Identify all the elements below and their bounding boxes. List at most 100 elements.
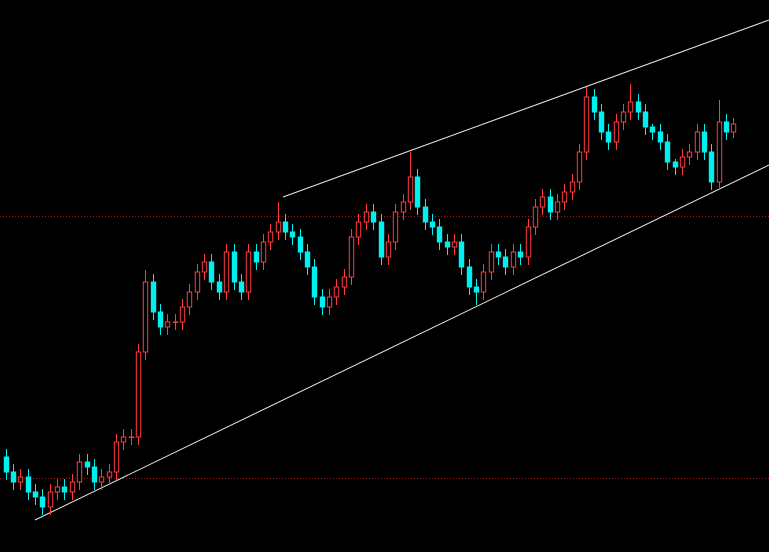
candle-body (414, 176, 421, 208)
candle-body (260, 241, 267, 263)
candle-body (238, 281, 245, 293)
candle-body (392, 211, 399, 243)
candle-body (708, 151, 715, 183)
candle-body (113, 441, 120, 473)
candle-body (525, 226, 532, 258)
candle-body (466, 266, 473, 288)
candle-body (164, 321, 171, 328)
candle-body (91, 466, 98, 483)
candle-body (120, 436, 127, 443)
candle-body (194, 271, 201, 293)
candle-body (201, 261, 208, 273)
channel-upper (282, 19, 769, 198)
candle-body (473, 286, 480, 293)
candle-body (510, 251, 517, 268)
channel-lower (34, 164, 769, 521)
candle-body (267, 231, 274, 243)
candle-body (480, 271, 487, 293)
candle-body (605, 131, 612, 143)
candle-body (686, 151, 693, 158)
candle-body (172, 321, 179, 323)
candle-body (642, 111, 649, 128)
candle-body (591, 96, 598, 113)
candle-body (429, 221, 436, 228)
candle-body (363, 211, 370, 223)
candle-body (61, 486, 68, 493)
candles (3, 84, 737, 515)
candle-body (635, 101, 642, 113)
candle-body (39, 496, 46, 508)
candle-body (282, 221, 289, 233)
candle-body (157, 311, 164, 328)
candle-body (458, 241, 465, 268)
candle-body (10, 471, 17, 483)
candle-body (422, 206, 429, 223)
candle-body (664, 141, 671, 163)
candle-body (326, 296, 333, 308)
candle-body (76, 461, 83, 483)
candle-body (627, 101, 634, 113)
candle-body (569, 181, 576, 193)
candle-body (561, 191, 568, 203)
candle-body (142, 281, 149, 353)
candle-body (539, 196, 546, 208)
candle-body (69, 481, 76, 493)
candle-body (385, 241, 392, 258)
candle-body (407, 176, 414, 203)
candle-body (32, 491, 39, 498)
candle-body (436, 226, 443, 243)
candle-body (245, 251, 252, 293)
candle-body (150, 281, 157, 313)
candle-body (54, 486, 61, 493)
candle-body (355, 221, 362, 238)
candle-body (223, 251, 230, 293)
candle-body (547, 196, 554, 213)
candle-body (348, 236, 355, 278)
candle-body (701, 131, 708, 153)
candle-body (451, 241, 458, 248)
candle-body (679, 156, 686, 168)
candle-body (98, 476, 105, 483)
candle-body (84, 461, 91, 468)
candle-body (304, 251, 311, 268)
candle-body (47, 491, 54, 508)
candle-body (576, 151, 583, 183)
candle-body (333, 286, 340, 298)
candle-body (554, 201, 561, 213)
candle-body (128, 436, 135, 438)
candle-body (253, 251, 260, 263)
candle-body (716, 121, 723, 183)
candle-body (730, 123, 737, 133)
candle-body (25, 476, 32, 493)
candle-body (613, 121, 620, 143)
candle-body (3, 456, 10, 473)
candle-body (179, 306, 186, 323)
candle-body (672, 161, 679, 168)
candle-body (488, 251, 495, 273)
candle-body (297, 236, 304, 253)
candle-body (216, 281, 223, 293)
candle-body (723, 121, 730, 133)
candle-body (400, 201, 407, 213)
candle-body (341, 276, 348, 288)
candle-body (135, 351, 142, 438)
candle-body (517, 251, 524, 258)
candle-body (208, 261, 215, 283)
candle-body (311, 266, 318, 298)
candle-body (289, 231, 296, 238)
candle-body (319, 296, 326, 308)
candle-body (502, 256, 509, 268)
candle-body (378, 221, 385, 258)
candle-body (649, 126, 656, 133)
candle-body (275, 221, 282, 233)
candle-body (444, 241, 451, 248)
candle-body (370, 211, 377, 223)
candle-body (532, 206, 539, 228)
candle-body (17, 476, 24, 483)
candle-body (694, 131, 701, 153)
candle-body (657, 131, 664, 143)
candle-body (620, 111, 627, 123)
